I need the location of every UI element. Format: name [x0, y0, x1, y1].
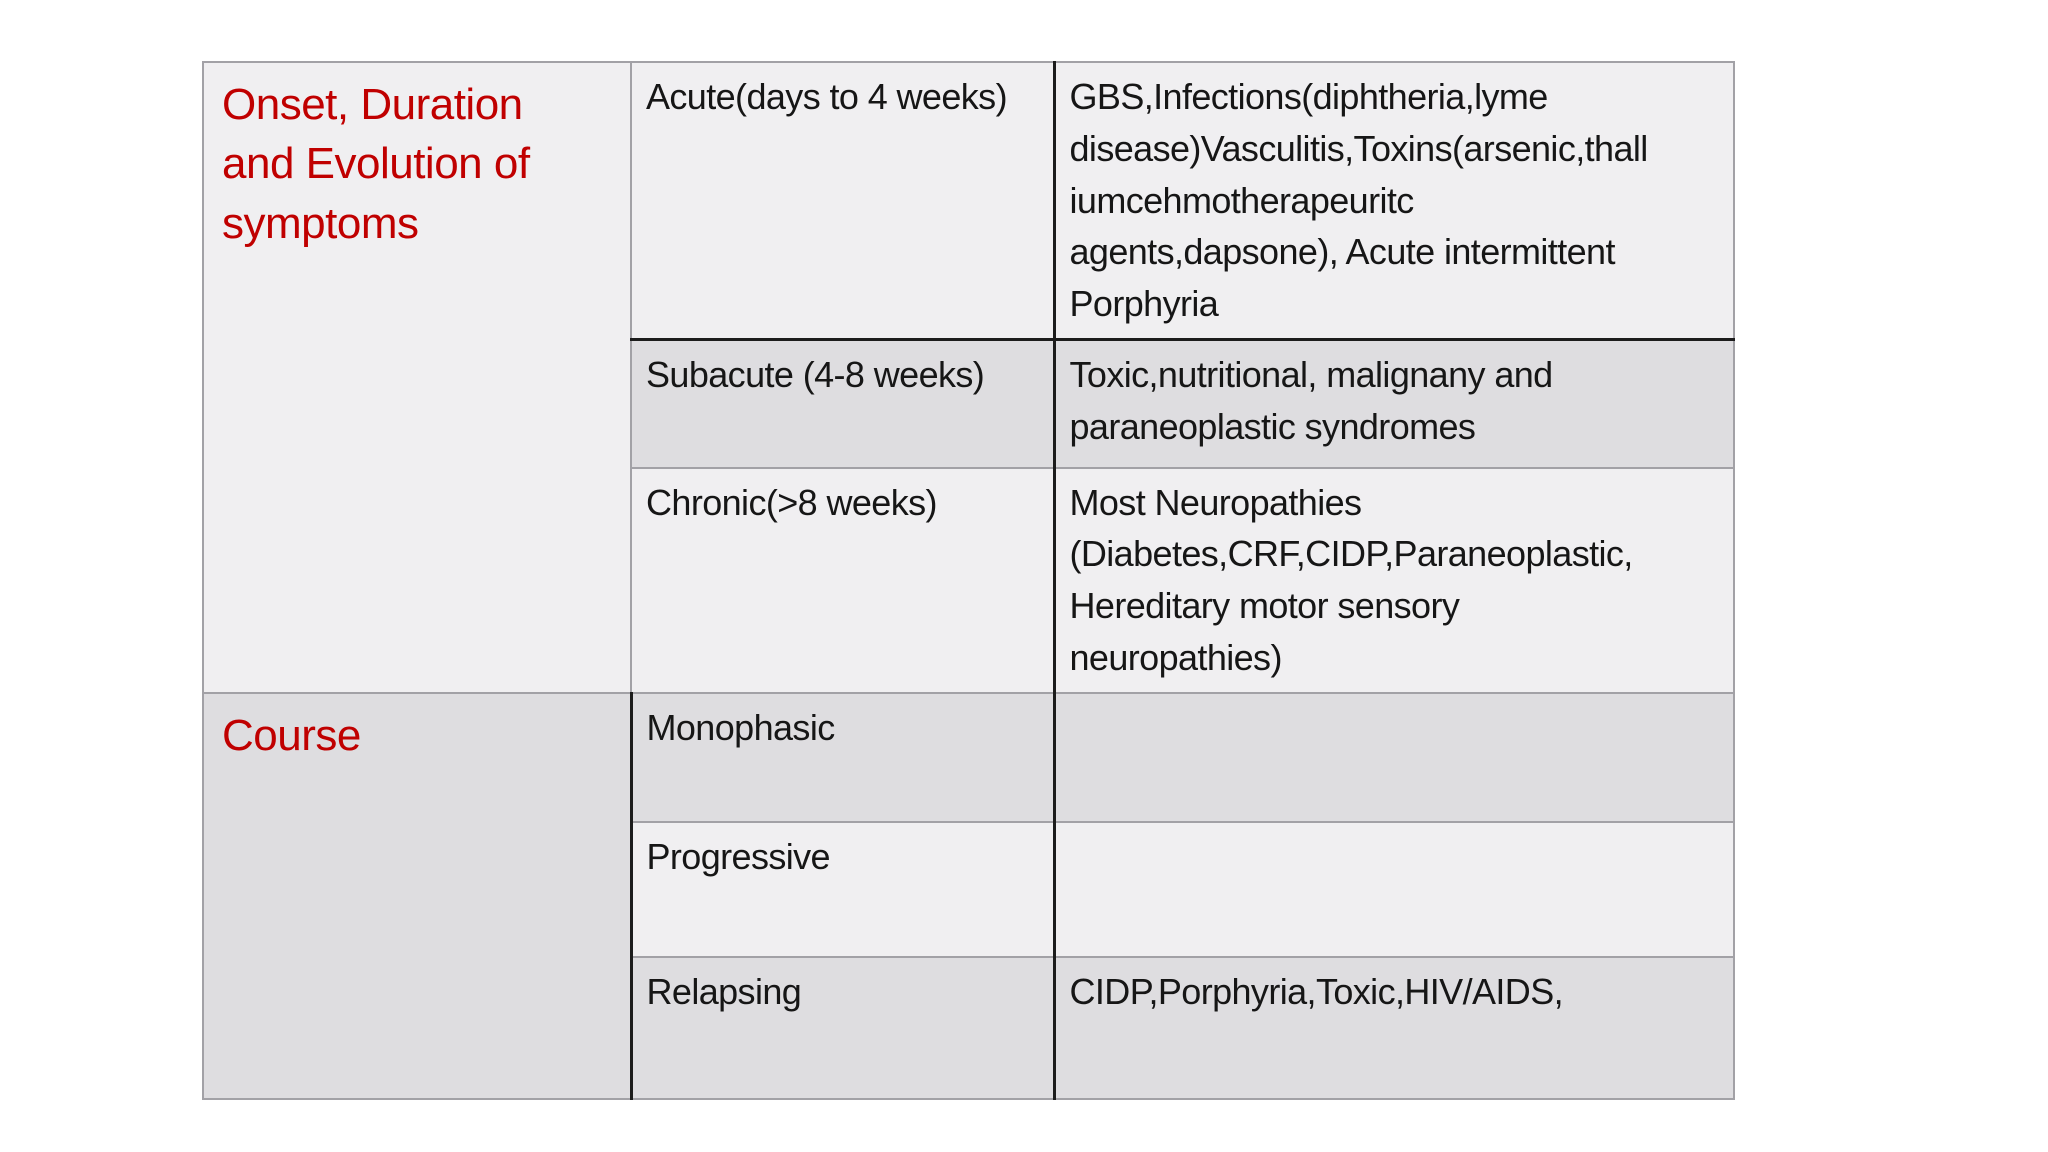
table-row-acute: Onset, Duration and Evolution of symptom…: [202, 61, 1735, 694]
row-label-chronic: Chronic(>8 weeks): [630, 466, 1055, 694]
table-row-relapsing: Relapsing CIDP,Porphyria,Toxic,HIV/AIDS,: [203, 955, 1735, 1100]
table-row-subacute: Subacute (4-8 weeks) Toxic,nutritional, …: [203, 338, 1735, 469]
table-row-monophasic: Course Monophasic: [202, 691, 1735, 1100]
row-detail-progressive: [1052, 820, 1735, 958]
row-label-subacute: Subacute (4-8 weeks): [630, 338, 1055, 469]
neuropathy-classification-table: Onset, Duration and Evolution of symptom…: [202, 61, 1735, 1100]
row-detail-subacute: Toxic,nutritional, malignany and paraneo…: [1052, 338, 1735, 469]
table-row-progressive: Progressive: [203, 820, 1735, 958]
row-detail-relapsing: CIDP,Porphyria,Toxic,HIV/AIDS,: [1052, 955, 1735, 1100]
row-label-relapsing: Relapsing: [629, 955, 1055, 1100]
table-row-chronic: Chronic(>8 weeks) Most Neuropathies (Dia…: [203, 466, 1735, 694]
row-label-progressive: Progressive: [629, 820, 1055, 958]
row-label-monophasic: Monophasic: [629, 691, 1055, 823]
row-detail-monophasic: [1052, 691, 1735, 823]
row-detail-chronic: Most Neuropathies (Diabetes,CRF,CIDP,Par…: [1052, 466, 1735, 694]
row-label-acute: Acute(days to 4 weeks): [630, 61, 1055, 341]
row-detail-acute: GBS,Infections(diphtheria,lyme disease)V…: [1052, 61, 1735, 341]
category-cell-course: Course: [202, 691, 632, 1100]
category-cell-onset-duration: Onset, Duration and Evolution of symptom…: [202, 61, 632, 694]
